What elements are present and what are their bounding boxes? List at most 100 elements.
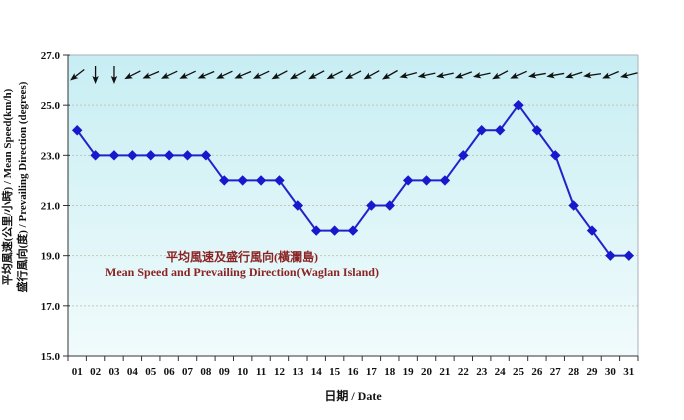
wind-arrow xyxy=(436,72,454,79)
data-point-marker xyxy=(200,150,212,161)
y-tick-label: 25.0 xyxy=(41,100,61,112)
data-point-marker xyxy=(329,225,340,236)
y-tick-label: 21.0 xyxy=(41,201,61,213)
x-tick-label: 24 xyxy=(495,366,507,378)
data-point-marker xyxy=(145,150,156,161)
wind-arrow xyxy=(271,70,288,80)
wind-arrow xyxy=(546,72,565,79)
data-point-marker xyxy=(274,175,285,186)
wind-arrow xyxy=(160,70,178,79)
data-point-marker xyxy=(366,200,377,211)
x-tick-label: 08 xyxy=(200,366,212,378)
x-axis-title: 日期 / Date xyxy=(324,389,382,403)
x-tick-label: 21 xyxy=(439,366,450,378)
data-point-marker xyxy=(550,150,561,161)
x-tick-label: 17 xyxy=(366,366,378,378)
wind-arrow xyxy=(234,70,252,79)
wind-arrow xyxy=(70,68,85,81)
y-tick-label: 23.0 xyxy=(41,150,61,162)
y-tick-label: 15.0 xyxy=(41,351,61,363)
wind-arrow xyxy=(381,69,398,80)
chart-title: 平均風速及盛行風向(橫瀾島) Mean Speed and Prevailing… xyxy=(92,250,392,280)
wind-arrow xyxy=(363,70,380,80)
y-axis-title: 平均風速(公里/小時) / Mean Speed(km/h) 盛行風向(度) /… xyxy=(1,27,35,347)
wind-arrow xyxy=(602,70,619,79)
data-point-marker xyxy=(292,200,304,211)
x-tick-label: 11 xyxy=(256,366,266,378)
wind-arrow xyxy=(110,66,118,84)
x-tick-label: 01 xyxy=(72,366,83,378)
x-tick-label: 18 xyxy=(384,366,396,378)
x-tick-label: 23 xyxy=(476,366,488,378)
data-point-marker xyxy=(311,225,322,236)
x-tick-label: 04 xyxy=(127,366,139,378)
data-point-marker xyxy=(90,150,101,161)
x-tick-label: 29 xyxy=(587,366,599,378)
wind-arrow xyxy=(344,70,362,80)
data-point-marker xyxy=(439,175,451,186)
data-point-marker xyxy=(623,250,635,261)
wind-arrow xyxy=(399,72,418,79)
data-point-marker xyxy=(568,200,579,211)
x-tick-label: 30 xyxy=(605,366,617,378)
data-point-marker xyxy=(347,225,359,236)
data-point-marker xyxy=(513,99,524,111)
wind-arrow xyxy=(492,70,509,80)
data-point-marker xyxy=(108,150,120,161)
x-tick-label: 05 xyxy=(145,366,157,378)
wind-arrow xyxy=(472,72,491,79)
y-tick-label: 19.0 xyxy=(41,251,61,263)
y-axis-title-line2: 盛行風向(度) / Prevailing Direction (degrees) xyxy=(17,81,29,293)
x-tick-label: 26 xyxy=(531,366,543,378)
wind-arrow xyxy=(216,70,233,79)
x-tick-label: 19 xyxy=(403,366,415,378)
wind-arrow xyxy=(417,72,436,79)
x-tick-label: 25 xyxy=(513,366,525,378)
wind-arrow xyxy=(92,66,99,84)
data-point-marker xyxy=(127,150,138,161)
x-tick-label: 27 xyxy=(550,366,562,378)
chart-title-en: Mean Speed and Prevailing Direction(Wagl… xyxy=(105,265,379,279)
wind-arrow xyxy=(583,71,602,79)
data-point-marker xyxy=(237,175,248,186)
data-point-marker xyxy=(531,125,543,136)
wind-arrow xyxy=(565,71,583,79)
x-tick-label: 07 xyxy=(182,366,194,378)
data-point-marker xyxy=(476,125,487,136)
wind-arrow xyxy=(252,70,270,79)
x-tick-label: 03 xyxy=(108,366,120,378)
x-tick-label: 09 xyxy=(219,366,231,378)
data-point-marker xyxy=(494,125,506,136)
wind-arrow xyxy=(124,70,141,80)
chart-title-zh: 平均風速及盛行風向(橫瀾島) xyxy=(166,250,318,264)
data-point-marker xyxy=(402,175,414,186)
y-axis-title-line1: 平均風速(公里/小時) / Mean Speed(km/h) xyxy=(2,88,14,286)
x-tick-label: 16 xyxy=(348,366,360,378)
data-point-marker xyxy=(163,150,175,161)
x-tick-label: 02 xyxy=(90,366,102,378)
x-tick-label: 22 xyxy=(458,366,470,378)
data-point-marker xyxy=(605,250,616,261)
wind-arrow xyxy=(454,71,473,79)
y-tick-label: 27.0 xyxy=(41,50,61,62)
wind-arrow xyxy=(326,70,343,80)
wind-arrow xyxy=(510,70,527,79)
x-tick-label: 15 xyxy=(329,366,341,378)
x-tick-label: 31 xyxy=(623,366,634,378)
data-point-marker xyxy=(458,150,469,161)
wind-arrow xyxy=(197,70,215,79)
wind-arrow xyxy=(179,70,196,79)
x-tick-label: 28 xyxy=(568,366,580,378)
data-point-marker xyxy=(71,125,83,136)
data-point-marker xyxy=(384,200,395,211)
wind-arrow xyxy=(620,72,638,79)
wind-arrow xyxy=(528,72,546,79)
data-point-marker xyxy=(586,225,598,236)
data-point-marker xyxy=(219,175,230,186)
x-tick-label: 14 xyxy=(311,366,323,378)
x-tick-label: 12 xyxy=(274,366,286,378)
y-tick-label: 17.0 xyxy=(41,301,61,313)
x-tick-label: 13 xyxy=(292,366,304,378)
